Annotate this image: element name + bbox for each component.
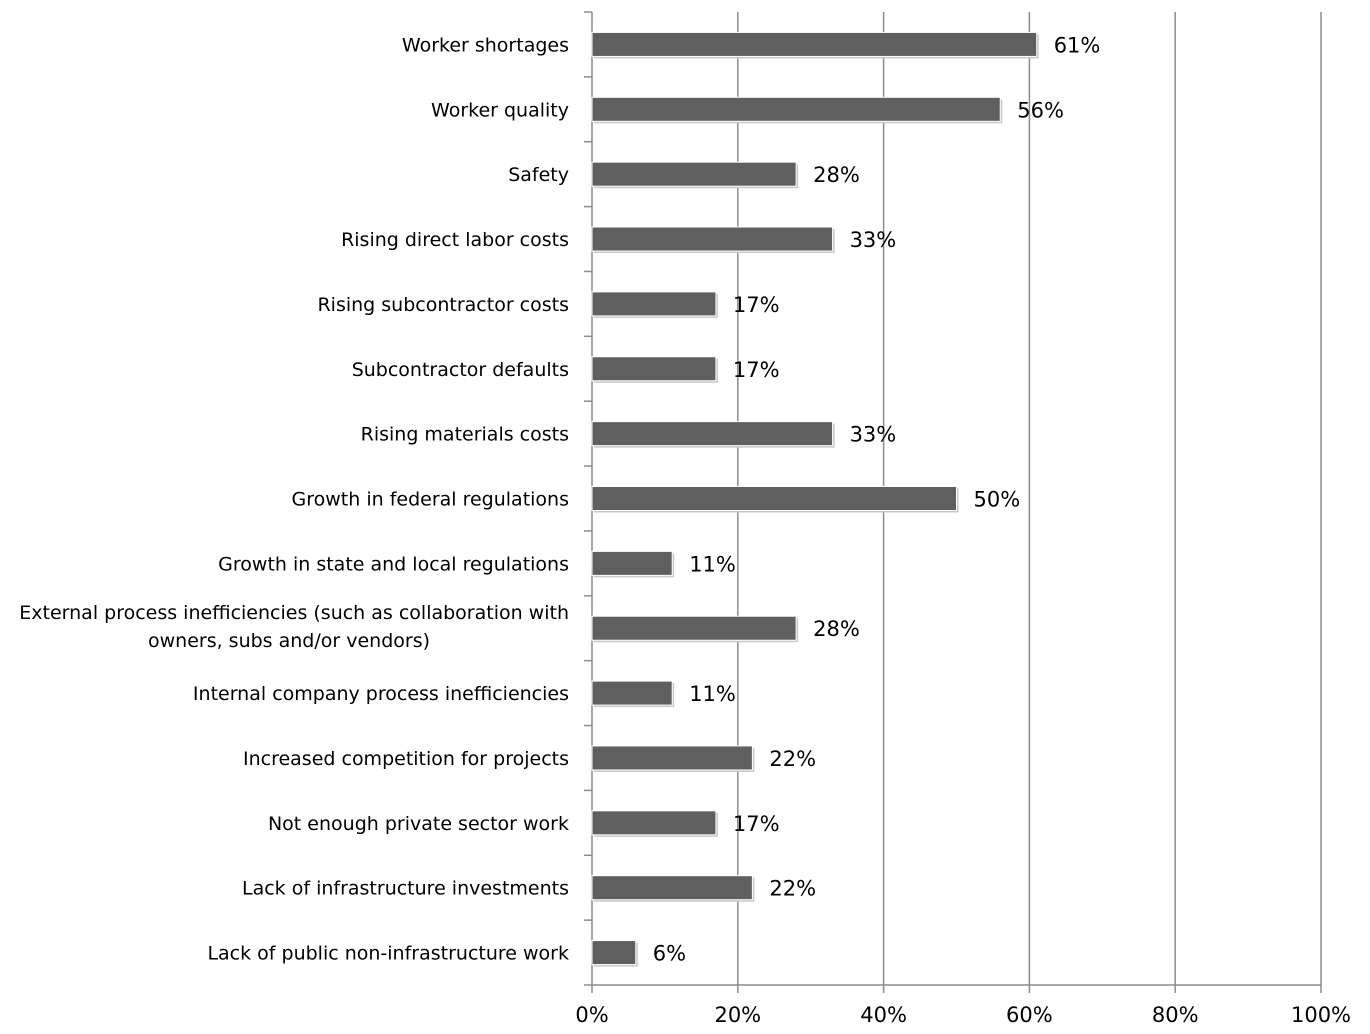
bar [591, 745, 753, 771]
x-tick-label: 100% [1291, 1003, 1351, 1027]
x-tick-label: 0% [575, 1003, 608, 1027]
bar [591, 356, 717, 382]
data-label: 28% [813, 163, 860, 187]
category-label: Rising materials costs [361, 424, 569, 446]
category-label: Growth in federal regulations [292, 489, 569, 511]
bar [591, 875, 753, 901]
x-tick-label: 80% [1152, 1003, 1199, 1027]
bar [591, 226, 834, 252]
category-label: Growth in state and local regulations [218, 553, 569, 575]
x-tick-label: 20% [714, 1003, 761, 1027]
bar [591, 161, 797, 187]
data-label: 17% [733, 293, 780, 317]
bar [591, 680, 673, 706]
category-label: Safety [508, 164, 569, 186]
data-label: 33% [850, 228, 897, 252]
bar [591, 810, 717, 836]
data-label: 17% [733, 812, 780, 836]
data-label: 11% [689, 682, 736, 706]
labels: 0% 20% 40% 60% 80% 100% 61% Worker shortages 56%… [19, 33, 1351, 1027]
bar [591, 615, 797, 641]
x-tick-label: 40% [860, 1003, 907, 1027]
bar [591, 96, 1001, 122]
data-label: 22% [769, 747, 816, 771]
bar [591, 550, 673, 576]
data-label: 22% [769, 877, 816, 901]
category-label: owners, subs and/or vendors) [148, 630, 430, 652]
data-label: 56% [1017, 98, 1064, 122]
category-label: Worker quality [431, 99, 569, 121]
gridlines [737, 12, 1322, 985]
x-tick-label: 60% [1006, 1003, 1053, 1027]
bar [591, 421, 834, 447]
data-label: 11% [689, 552, 736, 576]
category-label: Subcontractor defaults [352, 359, 569, 381]
category-label: Worker shortages [402, 34, 569, 56]
bar [591, 940, 637, 966]
category-label: Rising direct labor costs [341, 229, 569, 251]
category-label: Lack of public non-infrastructure work [207, 943, 569, 965]
data-label: 6% [653, 942, 686, 966]
category-label: Increased competition for projects [243, 748, 569, 770]
bar [591, 291, 717, 317]
bars [591, 31, 1039, 967]
data-label: 61% [1054, 33, 1101, 57]
data-label: 33% [850, 423, 897, 447]
data-label: 17% [733, 358, 780, 382]
category-label: Lack of infrastructure investments [242, 878, 569, 900]
bar [591, 31, 1038, 57]
category-label: Not enough private sector work [268, 813, 569, 835]
category-label: Rising subcontractor costs [317, 294, 569, 316]
data-label: 28% [813, 617, 860, 641]
category-label: External process inefficiencies (such as… [19, 602, 569, 624]
data-label: 50% [974, 488, 1021, 512]
category-label: Internal company process inefficiencies [193, 683, 569, 705]
bar [591, 486, 957, 511]
